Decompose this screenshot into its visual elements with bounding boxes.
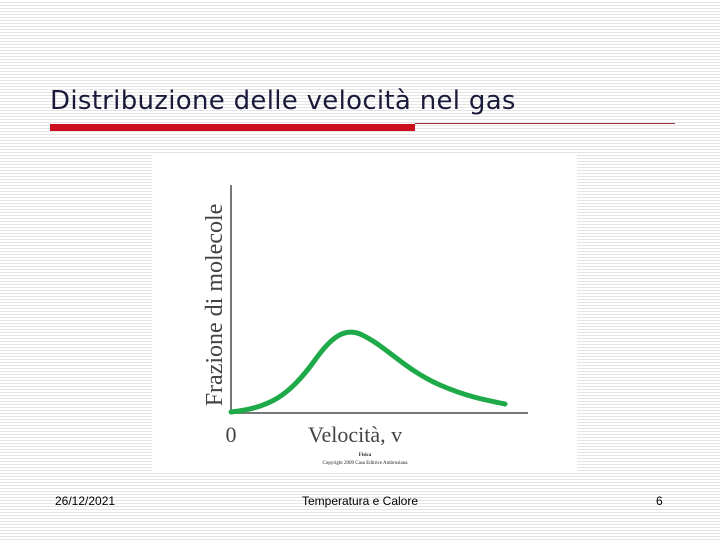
slide-title: Distribuzione delle velocità nel gas bbox=[50, 86, 516, 116]
figure-background bbox=[152, 153, 577, 473]
y-axis-label: Frazione di molecole bbox=[202, 204, 228, 407]
title-underline bbox=[50, 124, 415, 131]
origin-label: 0 bbox=[226, 422, 237, 447]
footer-title: Temperatura e Calore bbox=[301, 494, 419, 508]
figure-caption: Fisica bbox=[359, 453, 372, 458]
footer-date: 26/12/2021 bbox=[55, 494, 116, 508]
distribution-curve bbox=[228, 329, 508, 415]
x-axis-label: Velocità, v bbox=[308, 422, 402, 447]
footer-page: 6 bbox=[656, 494, 663, 508]
figure-copyright: Copyright 2009 Casa Editrice Ambrosiana bbox=[323, 461, 409, 466]
